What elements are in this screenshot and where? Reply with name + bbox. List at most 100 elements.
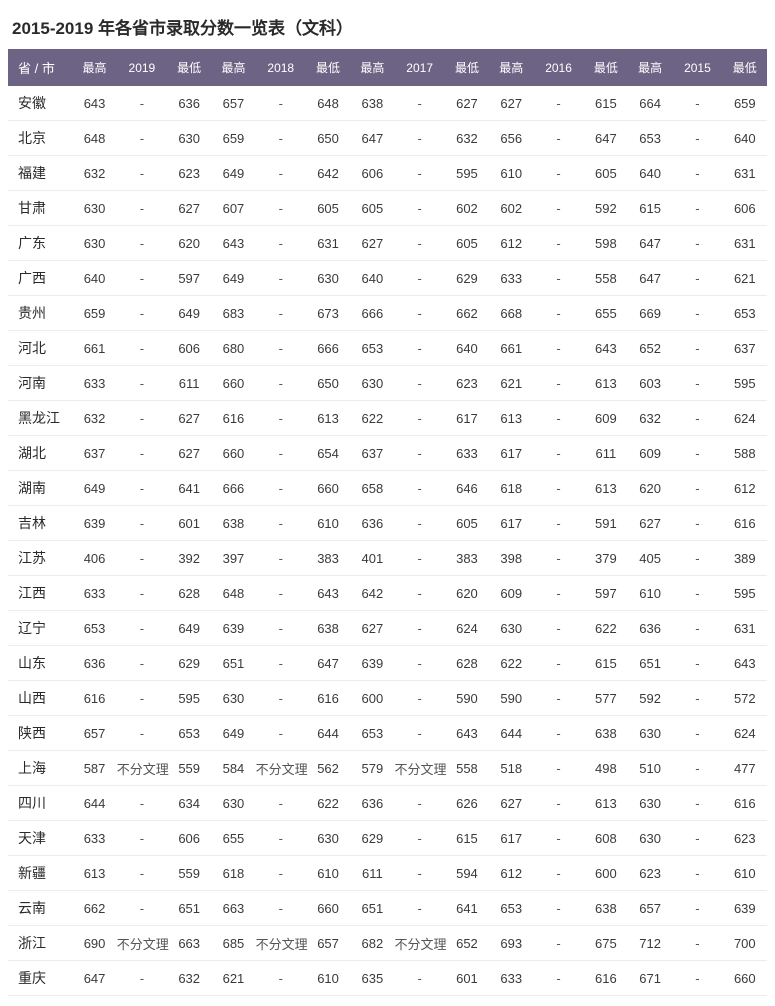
cell-hi: 621 [489, 366, 533, 401]
cell-mid: - [672, 786, 722, 821]
cell-lo: 660 [306, 891, 350, 926]
cell-lo: 624 [723, 401, 767, 436]
cell-hi: 668 [489, 296, 533, 331]
cell-mid: - [394, 891, 444, 926]
cell-mid: - [256, 786, 306, 821]
cell-mid: - [533, 331, 583, 366]
table-row: 上海587不分文理559584不分文理562579不分文理558518-4985… [8, 751, 767, 786]
cell-province: 贵州 [8, 296, 72, 331]
cell-province: 福建 [8, 156, 72, 191]
cell-mid: - [672, 226, 722, 261]
cell-mid: - [394, 436, 444, 471]
cell-hi: 605 [350, 191, 394, 226]
cell-lo: 651 [167, 891, 211, 926]
cell-province: 四川 [8, 786, 72, 821]
cell-mid: - [117, 681, 167, 716]
col-lo: 最低 [723, 49, 767, 86]
cell-mid: - [533, 261, 583, 296]
cell-mid: - [256, 366, 306, 401]
cell-lo: 616 [723, 506, 767, 541]
cell-hi: 643 [72, 86, 116, 121]
cell-lo: 613 [584, 786, 628, 821]
cell-lo: 601 [445, 961, 489, 996]
cell-hi: 660 [211, 366, 255, 401]
cell-mid: - [533, 156, 583, 191]
cell-hi: 617 [489, 436, 533, 471]
cell-lo: 623 [167, 156, 211, 191]
cell-hi: 648 [72, 121, 116, 156]
cell-hi: 609 [628, 436, 672, 471]
cell-mid: - [672, 296, 722, 331]
cell-lo: 597 [584, 576, 628, 611]
cell-lo: 631 [306, 226, 350, 261]
cell-hi: 630 [628, 716, 672, 751]
cell-hi: 590 [489, 681, 533, 716]
page-title: 2015-2019 年各省市录取分数一览表（文科） [12, 14, 767, 39]
cell-hi: 633 [489, 961, 533, 996]
cell-lo: 577 [584, 681, 628, 716]
cell-mid: - [256, 611, 306, 646]
table-row: 甘肃630-627607-605605-602602-592615-606 [8, 191, 767, 226]
cell-hi: 630 [628, 786, 672, 821]
col-hi: 最高 [489, 49, 533, 86]
cell-mid: - [533, 541, 583, 576]
cell-lo: 643 [445, 716, 489, 751]
cell-mid: - [533, 891, 583, 926]
cell-province: 安徽 [8, 86, 72, 121]
col-hi: 最高 [628, 49, 672, 86]
cell-mid: - [394, 646, 444, 681]
cell-hi: 659 [72, 296, 116, 331]
cell-mid: - [394, 961, 444, 996]
cell-hi: 635 [350, 961, 394, 996]
cell-mid: - [256, 891, 306, 926]
col-lo: 最低 [167, 49, 211, 86]
cell-mid: - [117, 296, 167, 331]
cell-mid: - [117, 646, 167, 681]
cell-hi: 663 [211, 891, 255, 926]
cell-mid: - [533, 856, 583, 891]
cell-hi: 658 [350, 471, 394, 506]
cell-mid: - [672, 156, 722, 191]
cell-mid: - [117, 226, 167, 261]
cell-hi: 602 [489, 191, 533, 226]
cell-hi: 617 [489, 821, 533, 856]
table-row: 黑龙江632-627616-613622-617613-609632-624 [8, 401, 767, 436]
cell-lo: 700 [723, 926, 767, 961]
cell-lo: 595 [167, 681, 211, 716]
cell-mid: 不分文理 [256, 926, 306, 961]
cell-mid: - [672, 716, 722, 751]
cell-hi: 638 [350, 86, 394, 121]
cell-lo: 638 [306, 611, 350, 646]
cell-hi: 636 [72, 646, 116, 681]
cell-lo: 632 [167, 961, 211, 996]
cell-lo: 389 [723, 541, 767, 576]
cell-hi: 666 [211, 471, 255, 506]
cell-lo: 648 [306, 86, 350, 121]
cell-lo: 383 [306, 541, 350, 576]
table-row: 贵州659-649683-673666-662668-655669-653 [8, 296, 767, 331]
cell-hi: 653 [72, 611, 116, 646]
cell-mid: - [672, 926, 722, 961]
cell-lo: 595 [723, 576, 767, 611]
cell-lo: 627 [167, 401, 211, 436]
cell-lo: 662 [445, 296, 489, 331]
cell-lo: 627 [167, 436, 211, 471]
cell-province: 江西 [8, 576, 72, 611]
cell-hi: 647 [628, 226, 672, 261]
cell-hi: 680 [211, 331, 255, 366]
cell-mid: - [672, 401, 722, 436]
cell-lo: 606 [723, 191, 767, 226]
cell-hi: 664 [628, 86, 672, 121]
cell-lo: 660 [723, 961, 767, 996]
cell-mid: - [394, 716, 444, 751]
cell-hi: 651 [211, 646, 255, 681]
cell-hi: 633 [489, 261, 533, 296]
cell-mid: - [394, 856, 444, 891]
cell-hi: 690 [72, 926, 116, 961]
cell-lo: 639 [723, 891, 767, 926]
col-year-2016: 2016 [533, 49, 583, 86]
cell-lo: 637 [723, 331, 767, 366]
cell-lo: 629 [445, 261, 489, 296]
cell-lo: 653 [167, 716, 211, 751]
cell-province: 甘肃 [8, 191, 72, 226]
